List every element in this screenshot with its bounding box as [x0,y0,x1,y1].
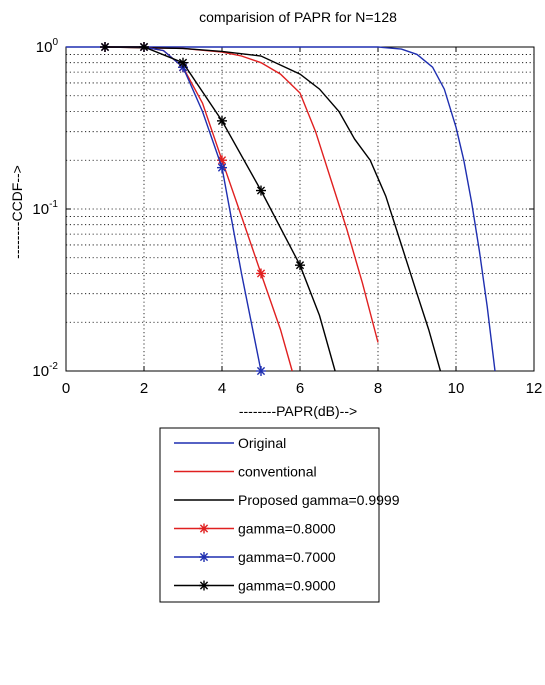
y-tick-label: 100 [36,37,59,56]
legend-item: gamma=0.8000 [174,521,336,537]
plot-frame [65,46,535,372]
chart-title: comparision of PAPR for N=128 [199,9,397,25]
series-point [217,162,227,173]
grid-lines [66,47,534,371]
legend-item: Proposed gamma=0.9999 [174,492,400,508]
series-point [256,268,266,279]
legend-label: gamma=0.9000 [238,578,336,594]
series-2 [104,46,379,343]
y-axis-label: --------CCDF--> [9,165,25,259]
series-3 [104,46,442,372]
series-point [256,185,266,196]
legend-box [159,427,380,603]
series-6 [100,42,336,372]
y-tick-label: 10-2 [32,361,58,380]
series-line [104,46,442,372]
series-point [100,42,110,52]
series-point [256,366,266,376]
series-point [295,260,305,271]
legend-label: gamma=0.7000 [238,549,336,565]
x-axis-ticks: 0 2 4 6 8 10 12 [62,47,543,397]
x-axis-label: --------PAPR(dB)--> [239,403,357,419]
legend-item: conventional [174,464,317,480]
series-point [139,42,149,52]
series-point [199,523,209,534]
legend-label: gamma=0.8000 [238,521,336,537]
x-tick-label: 4 [218,380,226,397]
legend-item: gamma=0.9000 [174,578,336,594]
series-1 [66,46,496,372]
y-axis-ticks: 100 10-1 10-2 [32,37,534,380]
series-point [217,115,227,126]
series-4 [100,42,293,372]
legend: Original conventional Proposed gamma=0.999… [159,427,400,603]
x-tick-label: 6 [296,380,304,397]
series-layer [66,42,496,376]
y-tick-label: 10-1 [32,199,58,218]
legend-label: Proposed gamma=0.9999 [238,492,400,508]
series-line [104,46,379,343]
legend-label: conventional [238,464,317,480]
series-point [178,57,188,68]
x-tick-label: 2 [140,380,148,397]
x-tick-label: 12 [526,380,543,397]
series-line [66,46,496,372]
x-tick-label: 10 [448,380,465,397]
x-tick-label: 0 [62,380,70,397]
series-point [199,580,209,591]
series-line [105,46,336,372]
legend-label: Original [238,435,286,451]
legend-item: gamma=0.7000 [174,549,336,565]
legend-item: Original [174,435,286,451]
series-point [199,552,209,562]
x-tick-label: 8 [374,380,382,397]
